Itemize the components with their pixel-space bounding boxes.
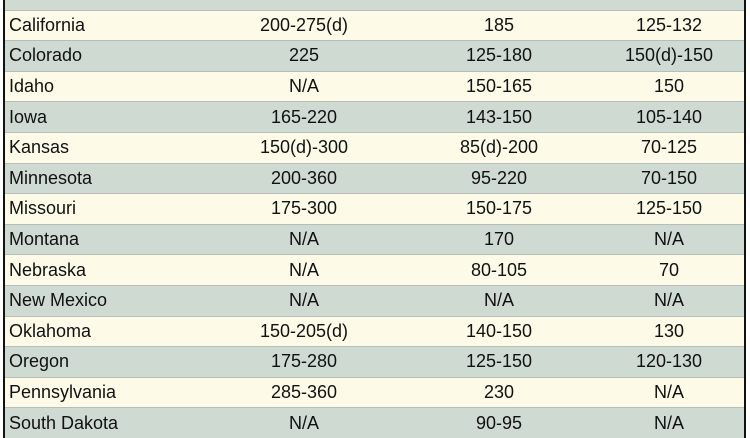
value-cell: 125-180 (404, 40, 594, 72)
state-cell: Colorado (4, 40, 159, 72)
state-cell: Nebraska (4, 254, 159, 286)
value-cell: N/A (594, 376, 745, 408)
state-cell: Oregon (4, 346, 159, 378)
value-cell: 150-205(d) (159, 315, 404, 347)
value-cell: 80-105 (404, 254, 594, 286)
state-cell: Iowa (4, 101, 159, 133)
value-cell: N/A (594, 223, 745, 255)
value-cell: 175-300 (159, 193, 404, 225)
value-cell: N/A (159, 284, 404, 317)
value-cell: N/A (159, 223, 404, 255)
value-cell: N/A (159, 407, 404, 438)
state-cell: Minnesota (4, 162, 159, 194)
table-row: South Dakota N/A 90-95 N/A (4, 407, 745, 438)
value-cell: 143-150 (404, 101, 594, 133)
table-row: Oklahoma 150-205(d) 140-150 130 (4, 315, 745, 347)
table-row: California 200-275(d) 185 125-132 (4, 9, 745, 41)
value-cell: 150-165 (404, 70, 594, 102)
value-cell: 225 (159, 40, 404, 72)
value-cell: 125-150 (594, 193, 745, 225)
value-cell: N/A (159, 254, 404, 286)
value-cell: 220-310 (159, 0, 404, 11)
value-cell: 150(d)-300 (159, 131, 404, 164)
value-cell: 170 (404, 223, 594, 255)
value-cell: N/A (594, 284, 745, 317)
value-cell: 85(d)-200 (404, 131, 594, 164)
value-cell: N/A (594, 0, 745, 11)
state-cell: California (4, 9, 159, 41)
value-cell: 185 (404, 9, 594, 41)
table-row: Kansas 150(d)-300 85(d)-200 70-125 (4, 131, 745, 164)
value-cell: 195-210 (404, 0, 594, 11)
state-cell: New Mexico (4, 284, 159, 317)
table-row: Missouri 175-300 150-175 125-150 (4, 193, 745, 225)
price-table: Arizona220-310195-210N/ACalifornia200-27… (3, 0, 746, 438)
value-cell: 70-150 (594, 162, 745, 194)
value-cell: 175-280 (159, 346, 404, 378)
value-cell: N/A (594, 407, 745, 438)
value-cell: 150(d)-150 (594, 40, 745, 72)
value-cell: 70 (594, 254, 745, 286)
table-row: Idaho N/A 150-165 150 (4, 70, 745, 102)
state-cell: Idaho (4, 70, 159, 102)
value-cell: 105-140 (594, 101, 745, 133)
value-cell: 230 (404, 376, 594, 408)
value-cell: 90-95 (404, 407, 594, 438)
table-row: Nebraska N/A 80-105 70 (4, 254, 745, 286)
table-row: New Mexico N/A N/A N/A (4, 284, 745, 317)
value-cell: 200-360 (159, 162, 404, 194)
value-cell: 200-275(d) (159, 9, 404, 41)
table-row: Oregon 175-280 125-150 120-130 (4, 346, 745, 378)
state-cell: Pennsylvania (4, 376, 159, 408)
value-cell: 140-150 (404, 315, 594, 347)
value-cell: 95-220 (404, 162, 594, 194)
value-cell: 125-132 (594, 9, 745, 41)
table-row: Pennsylvania 285-360 230 N/A (4, 376, 745, 408)
state-cell: Kansas (4, 131, 159, 164)
state-cell: Oklahoma (4, 315, 159, 347)
value-cell: 70-125 (594, 131, 745, 164)
state-cell: Montana (4, 223, 159, 255)
table-row: Arizona220-310195-210N/A (4, 0, 745, 11)
state-cell: South Dakota (4, 407, 159, 438)
table-row: Montana N/A 170 N/A (4, 223, 745, 255)
table-row: Iowa 165-220 143-150 105-140 (4, 101, 745, 133)
value-cell: 125-150 (404, 346, 594, 378)
value-cell: 150-175 (404, 193, 594, 225)
value-cell: N/A (404, 284, 594, 317)
value-cell: 150 (594, 70, 745, 102)
table-row: Colorado 225 125-180 150(d)-150 (4, 40, 745, 72)
state-cell: Arizona (4, 0, 159, 11)
state-cell: Missouri (4, 193, 159, 225)
value-cell: 285-360 (159, 376, 404, 408)
value-cell: N/A (159, 70, 404, 102)
value-cell: 120-130 (594, 346, 745, 378)
value-cell: 130 (594, 315, 745, 347)
value-cell: 165-220 (159, 101, 404, 133)
table-row: Minnesota 200-360 95-220 70-150 (4, 162, 745, 194)
